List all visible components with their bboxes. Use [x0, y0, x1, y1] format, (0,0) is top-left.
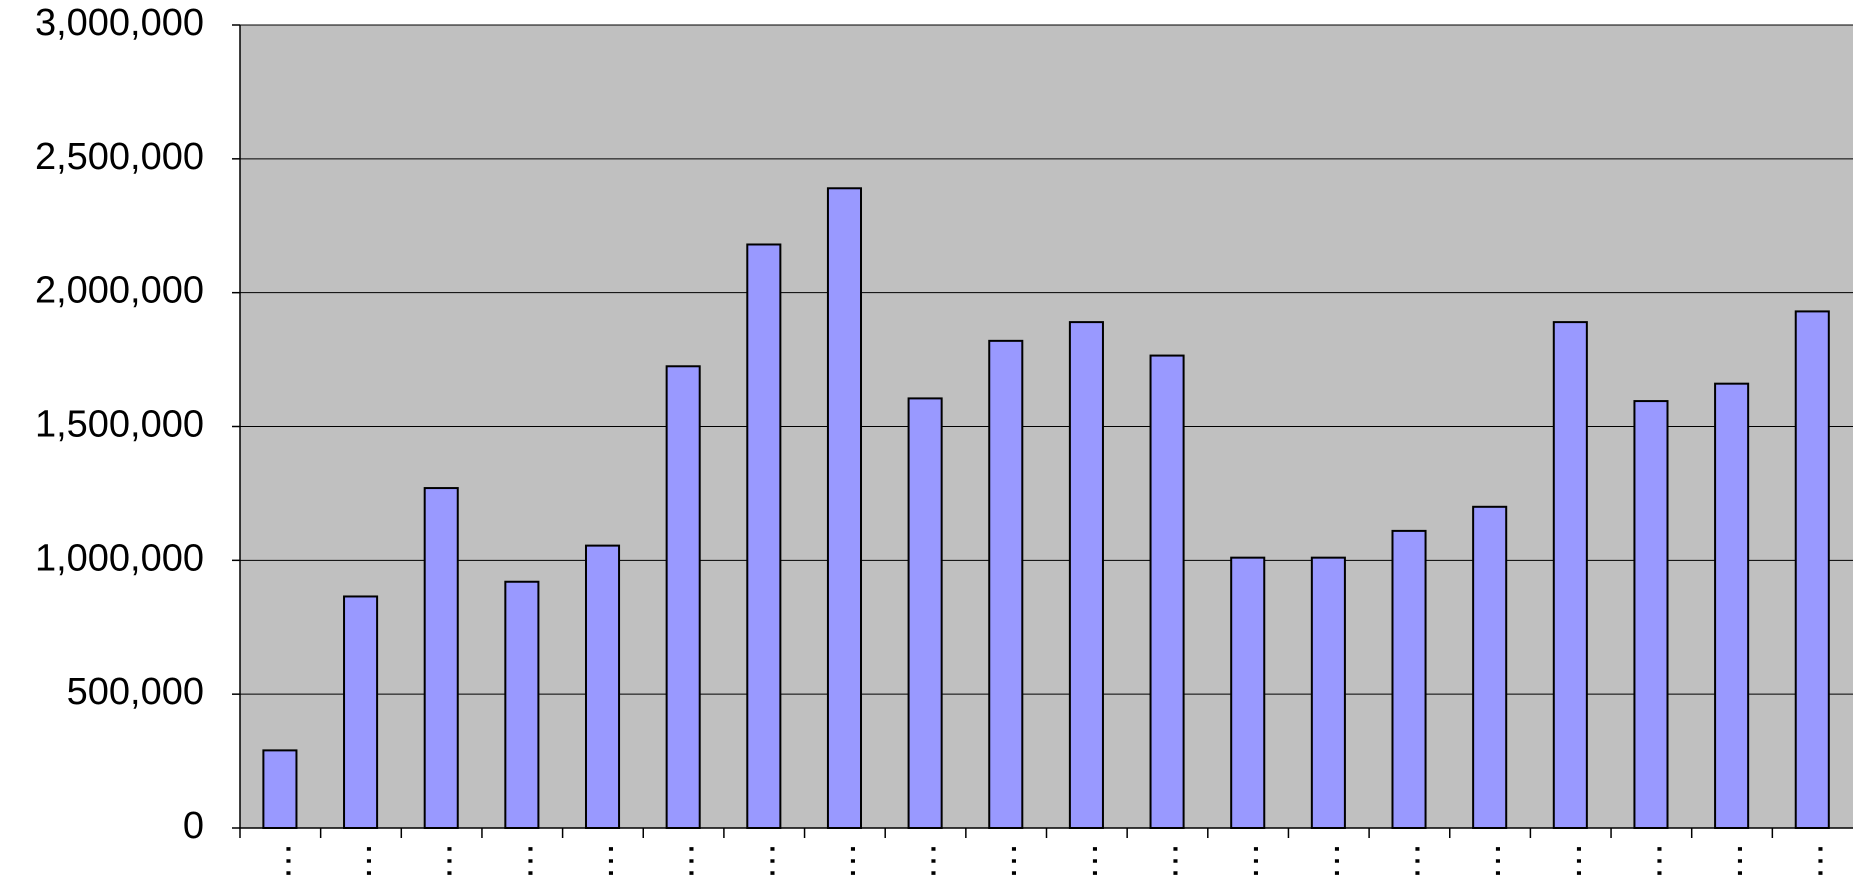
x-tick-label: 2… [1709, 842, 1751, 880]
y-tick-label: 3,000,000 [35, 2, 204, 44]
bar [1068, 321, 1104, 829]
x-tick-label: 2… [1548, 842, 1590, 880]
x-tick-label: 2… [580, 842, 622, 880]
x-tick-label: 2… [338, 842, 380, 880]
bar [1391, 529, 1427, 829]
bar [988, 339, 1024, 829]
x-tick-label: 2… [1225, 842, 1267, 880]
bar [1714, 382, 1750, 829]
bar [1230, 556, 1266, 829]
bar [1552, 321, 1588, 829]
x-tick-label: 2… [257, 842, 299, 880]
x-tick-label: 2… [741, 842, 783, 880]
bar [826, 187, 863, 829]
x-tick-label: 2… [1628, 842, 1670, 880]
bar [1794, 310, 1830, 829]
x-tick-label: 2… [903, 842, 945, 880]
bar [584, 544, 621, 830]
bar [665, 365, 701, 829]
y-tick-label: 1,500,000 [35, 404, 204, 446]
y-tick-label: 500,000 [67, 671, 204, 713]
bar [1633, 400, 1669, 829]
bar [1472, 505, 1508, 829]
y-tick-label: 2,000,000 [35, 270, 204, 312]
x-tick-label: 2… [1386, 842, 1428, 880]
bar [343, 595, 379, 829]
bar [746, 243, 782, 829]
bar [1149, 354, 1185, 829]
y-tick-label: 0 [183, 805, 204, 847]
x-tick-label: 2… [499, 842, 541, 880]
x-tick-label: 2… [419, 842, 461, 880]
x-tick-label: 2… [1306, 842, 1348, 880]
bar [423, 487, 459, 829]
x-tick-label: 2… [983, 842, 1025, 880]
bar [1310, 556, 1346, 829]
x-tick-label: 2… [822, 842, 864, 880]
bar [262, 749, 298, 829]
x-tick-label: 2… [1064, 842, 1106, 880]
x-tick-label: 2… [661, 842, 703, 880]
y-tick-label: 2,500,000 [35, 136, 204, 178]
x-tick-label: 2… [1790, 842, 1832, 880]
bar [907, 397, 943, 829]
bar [504, 580, 540, 829]
y-tick-label: 1,000,000 [35, 537, 204, 579]
x-tick-label: 2… [1467, 842, 1509, 880]
x-tick-label: 2… [1145, 842, 1187, 880]
